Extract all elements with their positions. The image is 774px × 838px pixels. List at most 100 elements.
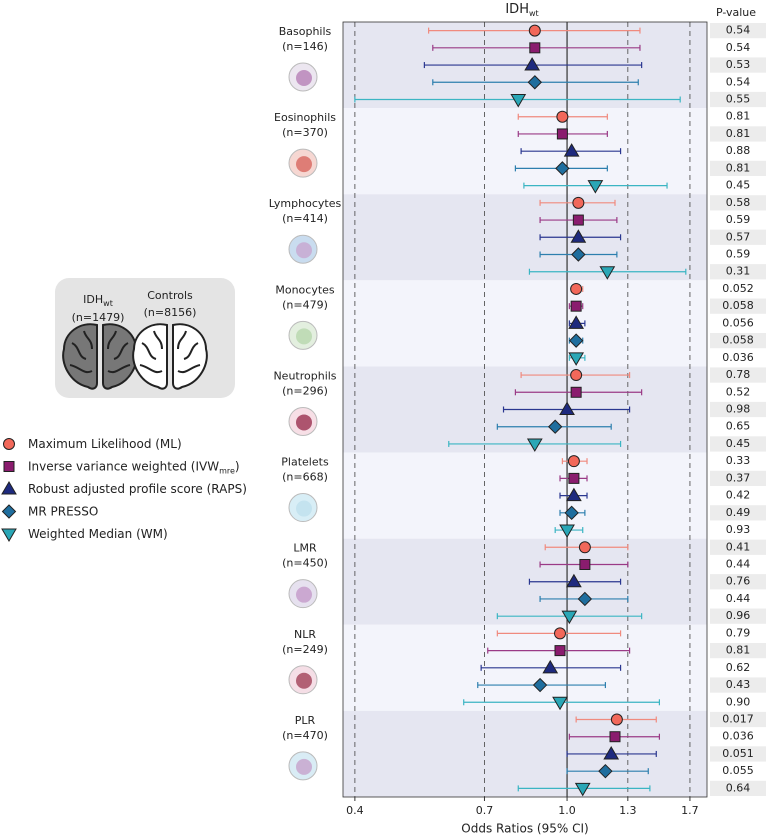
pvalue: 0.78	[726, 368, 751, 381]
group-name: Platelets	[281, 456, 329, 469]
pvalue-cell	[710, 178, 766, 194]
cell-icon	[288, 234, 318, 264]
cell-icon	[288, 579, 318, 609]
estimate	[568, 352, 585, 366]
pvalue: 0.58	[726, 196, 751, 209]
control-label: Controls	[147, 289, 193, 302]
estimate	[572, 214, 584, 226]
pvalue-cell	[710, 109, 766, 125]
group-n: (n=668)	[282, 471, 328, 484]
cell-icon	[288, 493, 318, 523]
pvalue: 0.96	[726, 609, 751, 622]
pvalue: 0.44	[726, 558, 751, 571]
x-tick-label: 1.3	[619, 804, 637, 817]
cell-icon	[288, 406, 318, 436]
group-n: (n=146)	[282, 40, 328, 53]
pvalue-cell	[710, 608, 766, 624]
estimate	[568, 315, 585, 329]
x-tick-label: 1.0	[558, 804, 576, 817]
pvalue: 0.31	[726, 265, 751, 278]
group-name: Lymphocytes	[269, 197, 342, 210]
pvalue: 0.45	[726, 179, 751, 192]
legend-tail: )	[235, 459, 240, 473]
pvalue-cell	[710, 505, 766, 521]
cell-nucleus	[296, 672, 312, 689]
cell-nucleus	[296, 500, 312, 517]
pvalue-cell	[710, 488, 766, 504]
pvalue-cell	[710, 126, 766, 142]
pvalue-cell	[710, 91, 766, 108]
legend-label: Robust adjusted profile score (RAPS)	[28, 482, 247, 496]
legend-label: MR PRESSO	[28, 504, 98, 518]
cell-nucleus	[296, 586, 312, 603]
estimate	[510, 94, 527, 108]
estimate	[598, 763, 613, 779]
pvalue: 0.41	[726, 540, 751, 553]
pvalue-cell	[710, 780, 766, 796]
estimate	[528, 24, 541, 37]
pvalue: 0.76	[726, 575, 751, 588]
pvalue-cell	[710, 591, 766, 607]
pvalue: 0.54	[726, 75, 751, 88]
legend-label: Weighted Median (WM)	[28, 527, 168, 541]
pvalue-cell	[710, 143, 766, 159]
pvalue-cell	[710, 195, 766, 211]
pvalue-cell	[710, 436, 766, 452]
pvalue-cell	[710, 522, 766, 538]
estimate	[587, 180, 604, 194]
estimate	[574, 782, 591, 797]
estimate	[570, 300, 582, 312]
estimate	[578, 541, 591, 554]
pvalue-cell	[710, 763, 766, 779]
pvalue-cell	[710, 746, 766, 762]
pvalue: 0.55	[726, 93, 751, 106]
estimate	[579, 559, 591, 570]
x-axis-label: Odds Ratios (95% CI)	[461, 822, 588, 836]
pvalue-cell	[710, 384, 766, 400]
group-name: Neutrophils	[273, 369, 336, 382]
pvalue: 0.052	[722, 282, 754, 295]
estimate	[563, 143, 580, 157]
case-label: IDHwt	[83, 293, 113, 308]
cell-nucleus	[296, 156, 312, 173]
pvalue-cell	[710, 453, 766, 469]
legend-marker	[3, 438, 15, 450]
estimate	[552, 696, 568, 711]
legend-marker	[1, 481, 17, 495]
legend-name: Maximum Likelihood (ML)	[28, 437, 182, 451]
group-name: Basophils	[279, 25, 332, 38]
pvalue: 0.52	[726, 385, 751, 398]
pvalue-cell	[710, 74, 766, 90]
pvalue: 0.65	[726, 420, 751, 433]
group-n: (n=470)	[282, 729, 328, 742]
pvalue: 0.42	[726, 489, 751, 502]
legend-name: MR PRESSO	[28, 504, 98, 518]
pvalue-cell	[710, 539, 766, 555]
pvalue-cell	[710, 643, 766, 659]
estimate	[568, 333, 584, 348]
pvalue: 0.055	[722, 764, 754, 777]
legend-name: Inverse variance weighted (IVW	[28, 459, 219, 473]
pvalue-cell	[710, 212, 766, 228]
pvalue: 0.64	[726, 781, 751, 794]
estimate	[527, 75, 543, 90]
group-n: (n=479)	[282, 298, 328, 311]
group-band	[343, 452, 707, 539]
pvalue: 0.59	[726, 213, 751, 226]
pvalue: 0.81	[726, 644, 751, 657]
estimate	[609, 731, 621, 743]
pvalue-cell	[710, 419, 766, 435]
estimate	[559, 401, 575, 415]
estimate	[555, 161, 570, 176]
group-name: LMR	[293, 542, 317, 555]
estimate	[599, 266, 616, 280]
legend-marker	[1, 528, 17, 542]
estimate	[567, 455, 580, 468]
estimate	[570, 229, 587, 243]
group-name: Monocytes	[275, 283, 335, 296]
pvalue-header: P-value	[716, 6, 756, 19]
pvalue: 0.93	[726, 523, 751, 536]
group-band	[343, 194, 707, 281]
group-name: Eosinophils	[274, 111, 336, 124]
estimate	[564, 505, 579, 521]
